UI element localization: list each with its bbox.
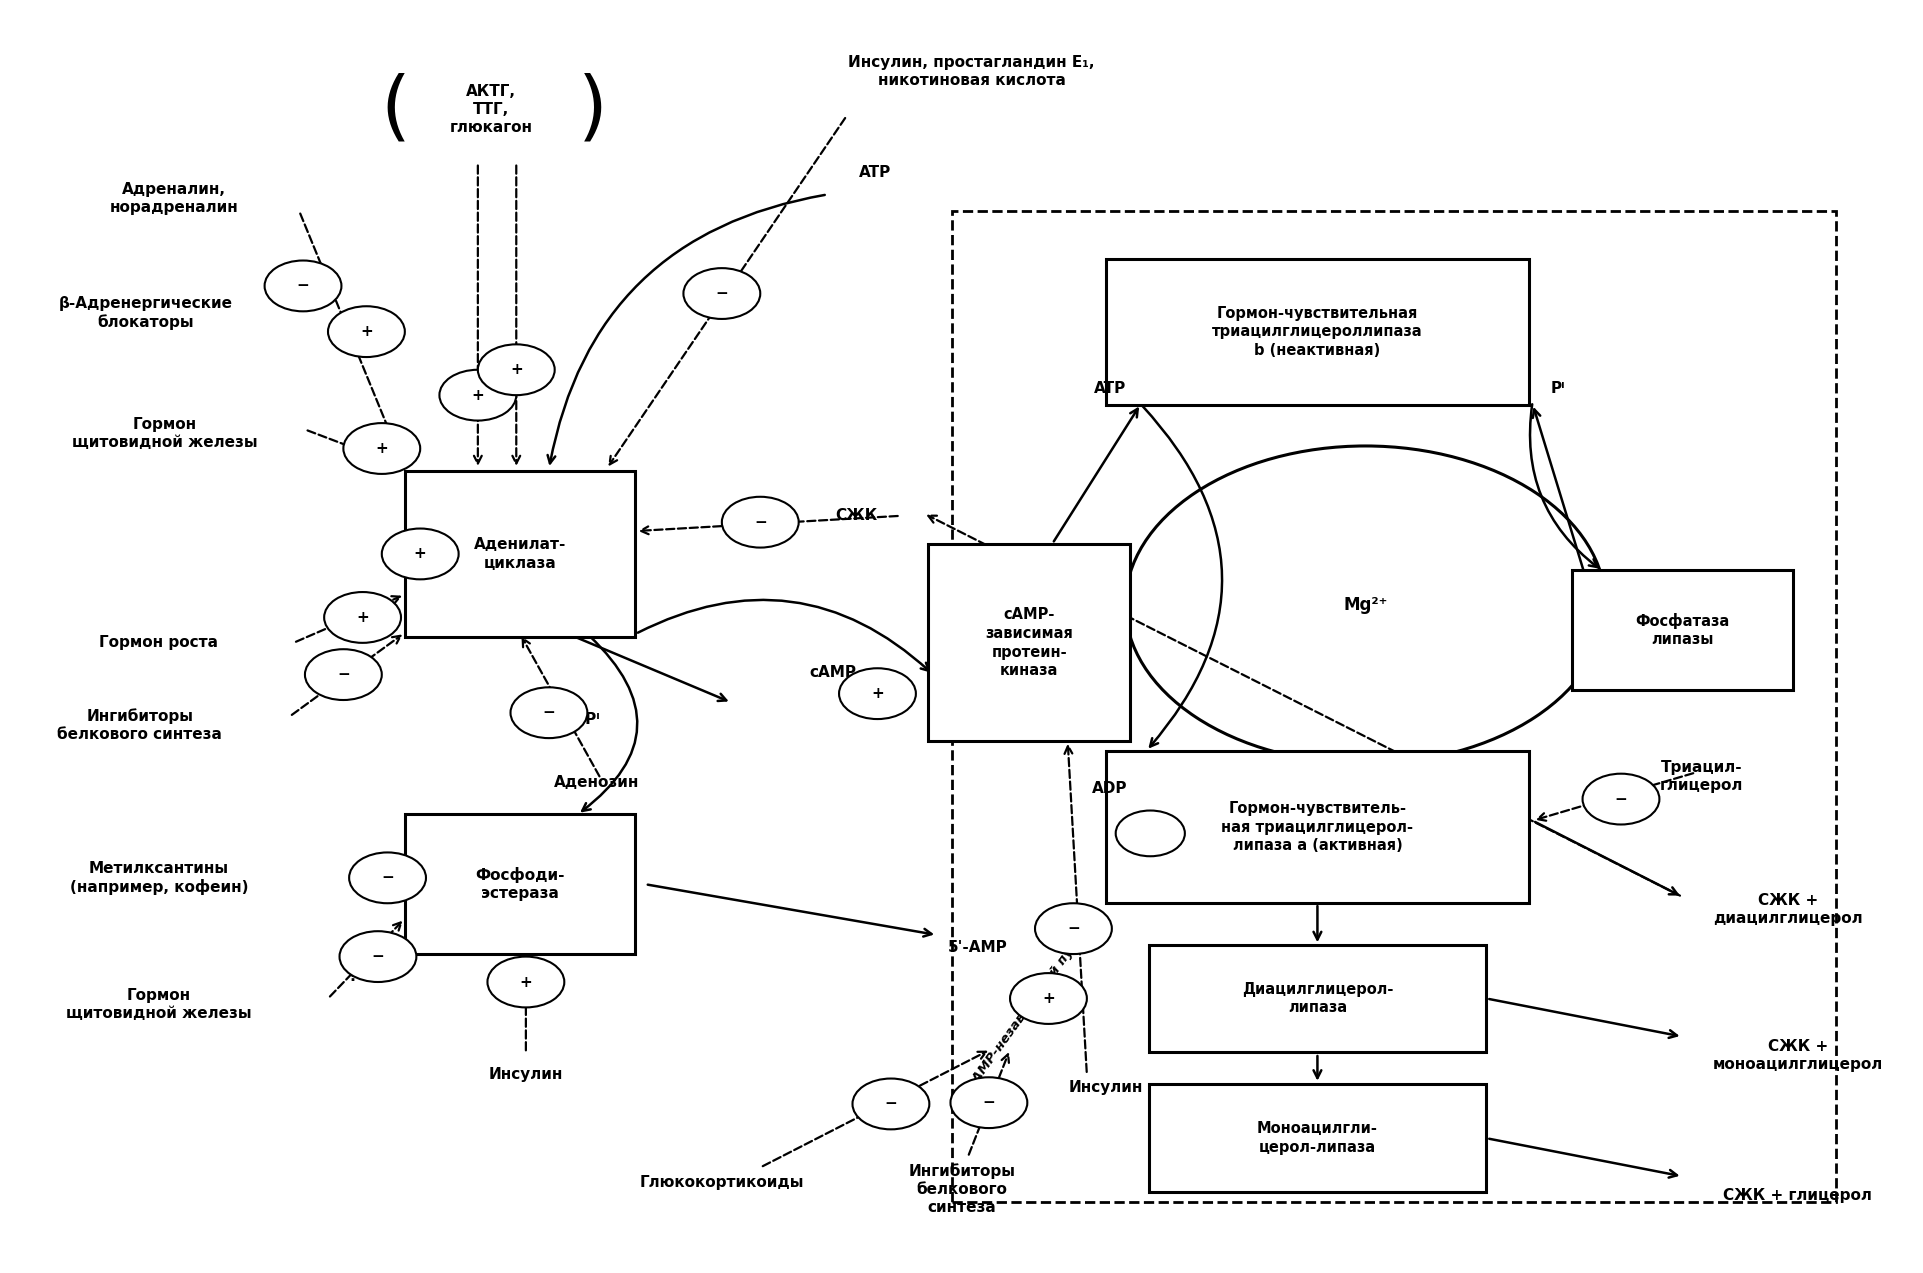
Text: Pᴵ: Pᴵ: [1550, 382, 1563, 396]
Text: АКТГ,
ТТГ,
глюкагон: АКТГ, ТТГ, глюкагон: [450, 84, 533, 135]
Text: ATP: ATP: [1094, 382, 1125, 396]
Circle shape: [852, 1078, 929, 1129]
FancyBboxPatch shape: [929, 545, 1129, 741]
Text: +: +: [1042, 990, 1054, 1006]
Text: GTP: GTP: [398, 546, 431, 561]
Circle shape: [1115, 811, 1185, 857]
Circle shape: [438, 369, 515, 420]
Circle shape: [721, 496, 798, 547]
Circle shape: [683, 269, 760, 320]
Circle shape: [338, 931, 415, 981]
FancyBboxPatch shape: [1571, 570, 1792, 690]
Text: Гормон
щитовидной железы: Гормон щитовидной железы: [71, 416, 258, 449]
Text: сАМР: сАМР: [810, 665, 856, 680]
Text: +: +: [375, 440, 388, 456]
Circle shape: [487, 956, 563, 1007]
Text: −: −: [1613, 792, 1627, 807]
Text: сАМР-
зависимая
протеин-
киназа: сАМР- зависимая протеин- киназа: [985, 607, 1073, 679]
Circle shape: [950, 1077, 1027, 1128]
Text: 5'-АМР: 5'-АМР: [946, 941, 1008, 955]
Text: Глюкокортикоиды: Глюкокортикоиды: [638, 1175, 804, 1190]
Text: Диацилглицерол-
липаза: Диацилглицерол- липаза: [1240, 981, 1392, 1016]
Circle shape: [265, 261, 340, 312]
Circle shape: [348, 853, 425, 904]
Text: Ингибиторы
белкового синтеза: Ингибиторы белкового синтеза: [58, 709, 221, 742]
Text: Гормон-чувствитель-
ная триацилглицерол-
липаза а (активная): Гормон-чувствитель- ная триацилглицерол-…: [1221, 801, 1413, 853]
Text: СЖК +
моноацилглицерол: СЖК + моноацилглицерол: [1711, 1039, 1883, 1072]
Circle shape: [323, 592, 400, 643]
FancyBboxPatch shape: [1106, 258, 1529, 405]
FancyBboxPatch shape: [1106, 751, 1529, 904]
Text: Моноацилгли-
церол-липаза: Моноацилгли- церол-липаза: [1256, 1122, 1377, 1155]
Text: −: −: [296, 279, 310, 293]
Text: Ингибиторы
белкового
синтеза: Ингибиторы белкового синтеза: [908, 1164, 1015, 1214]
Text: Гормон роста: Гормон роста: [100, 635, 219, 651]
Text: +: +: [519, 975, 533, 989]
Circle shape: [304, 649, 381, 700]
Text: −: −: [885, 1096, 896, 1111]
Text: Гормон
щитовидной железы: Гормон щитовидной железы: [65, 988, 252, 1021]
Text: Метилксантины
(например, кофеин): Метилксантины (например, кофеин): [69, 861, 248, 895]
Text: β-Адренергические
блокаторы: β-Адренергические блокаторы: [58, 295, 233, 330]
Text: −: −: [983, 1095, 994, 1110]
Text: сАМР-независимый путь: сАМР-независимый путь: [965, 932, 1085, 1091]
Circle shape: [342, 423, 419, 474]
Text: +: +: [871, 686, 883, 701]
Text: PPᴵ: PPᴵ: [575, 712, 600, 727]
Text: +: +: [360, 325, 373, 339]
Circle shape: [477, 345, 554, 395]
Circle shape: [510, 687, 587, 738]
Text: Инсулин, простагландин Е₁,
никотиновая кислота: Инсулин, простагландин Е₁, никотиновая к…: [848, 55, 1094, 88]
Text: −: −: [371, 950, 385, 964]
Text: Фосфатаза
липазы: Фосфатаза липазы: [1635, 612, 1729, 648]
Circle shape: [381, 528, 458, 579]
Text: +: +: [471, 388, 485, 402]
FancyBboxPatch shape: [404, 471, 635, 636]
Text: Аденилат-
циклаза: Аденилат- циклаза: [473, 537, 565, 570]
Circle shape: [1583, 774, 1658, 825]
Text: Гормон-чувствительная
триацилглицероллипаза
b (неактивная): Гормон-чувствительная триацилглицероллип…: [1211, 306, 1421, 358]
Text: −: −: [337, 667, 350, 682]
Text: ADP: ADP: [1092, 782, 1127, 797]
Text: СЖК +
диацилглицерол: СЖК + диацилглицерол: [1711, 894, 1861, 925]
Text: −: −: [754, 514, 765, 530]
Circle shape: [327, 307, 404, 356]
Circle shape: [838, 668, 915, 719]
Circle shape: [1125, 446, 1606, 764]
Circle shape: [1010, 973, 1086, 1023]
Text: +: +: [413, 546, 427, 561]
Circle shape: [1035, 904, 1111, 953]
Text: Аденозин: Аденозин: [554, 775, 638, 791]
Text: +: +: [510, 363, 523, 377]
Text: P: P: [1144, 826, 1156, 840]
Text: Mg²⁺: Mg²⁺: [1342, 596, 1386, 614]
Text: (: (: [381, 73, 410, 146]
FancyBboxPatch shape: [1148, 1085, 1485, 1193]
Text: −: −: [715, 286, 727, 300]
Text: −: −: [381, 871, 394, 885]
Text: СЖК + глицерол: СЖК + глицерол: [1723, 1188, 1871, 1203]
Text: +: +: [356, 610, 369, 625]
Text: ?: ?: [348, 970, 358, 984]
Text: −: −: [1067, 922, 1079, 936]
Text: Инсулин: Инсулин: [1069, 1080, 1142, 1095]
Text: Фосфоди-
эстераза: Фосфоди- эстераза: [475, 867, 565, 901]
Text: ): ): [579, 73, 608, 146]
Text: Адреналин,
норадреналин: Адреналин, норадреналин: [110, 182, 238, 215]
Text: ATP: ATP: [860, 165, 890, 181]
Text: Триацил-
глицерол: Триацил- глицерол: [1660, 760, 1742, 793]
Text: Инсулин: Инсулин: [488, 1067, 563, 1082]
Text: СЖК: СЖК: [835, 508, 877, 523]
FancyBboxPatch shape: [1148, 945, 1485, 1053]
FancyBboxPatch shape: [404, 815, 635, 953]
Text: −: −: [542, 705, 556, 721]
